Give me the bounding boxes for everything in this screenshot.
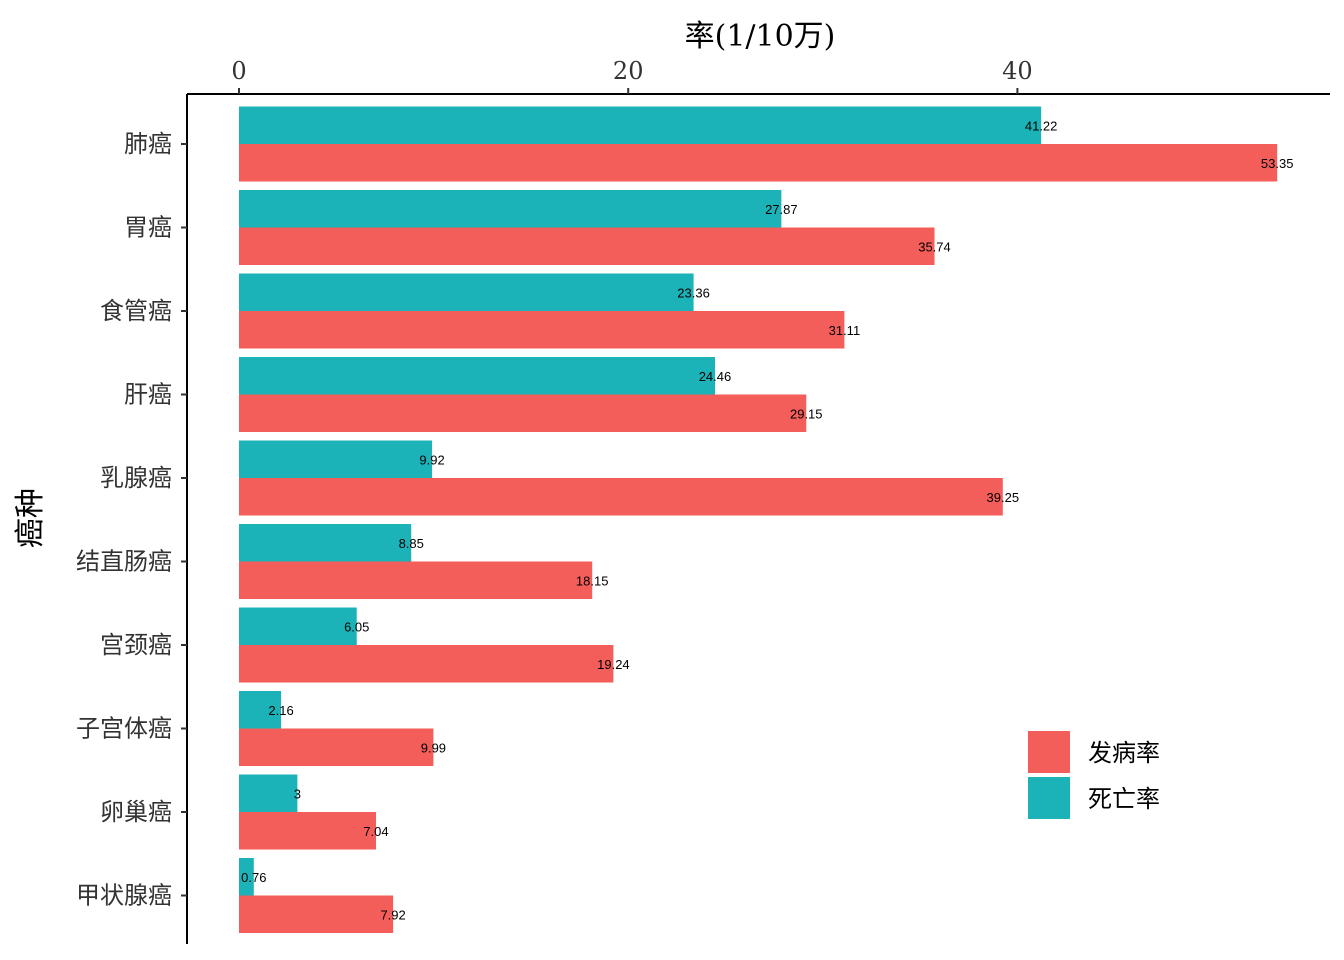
- bar-mortality: [239, 357, 715, 395]
- bar-value-label: 23.36: [677, 285, 710, 300]
- category-label: 卵巢癌: [100, 798, 172, 826]
- x-axis-title: 率(1/10万): [685, 19, 836, 54]
- bar-value-label: 35.74: [918, 239, 951, 254]
- bar-mortality: [239, 440, 433, 478]
- bar-value-label: 3: [294, 786, 301, 801]
- bar-labels-group: 41.22 27.87 23.36 24.46 9.92 8.85 6.05 2.16 3 0.7…: [241, 118, 1293, 922]
- category-label: 食管癌: [100, 297, 172, 325]
- category-label: 宫颈癌: [100, 631, 172, 659]
- bar-incidence: [239, 645, 614, 683]
- bar-mortality: [239, 524, 412, 562]
- bar-incidence: [239, 227, 935, 265]
- legend-label: 发病率: [1088, 739, 1160, 767]
- category-label: 甲状腺癌: [76, 882, 172, 910]
- y-axis-title: 癌种: [13, 488, 48, 548]
- bar-value-label: 8.85: [399, 536, 424, 551]
- bar-mortality: [239, 607, 357, 645]
- category-label: 子宫体癌: [76, 715, 172, 743]
- bar-incidence: [239, 895, 394, 933]
- bar-value-label: 29.15: [790, 406, 823, 421]
- x-tick-label: 20: [613, 57, 644, 85]
- category-label: 结直肠癌: [76, 548, 172, 576]
- bar-value-label: 6.05: [344, 619, 369, 634]
- legend-label: 死亡率: [1088, 785, 1160, 813]
- bar-mortality: [239, 858, 254, 896]
- bar-value-label: 9.92: [419, 452, 444, 467]
- bar-value-label: 0.76: [241, 870, 266, 885]
- bar-incidence: [239, 394, 807, 432]
- legend-swatch: [1028, 731, 1070, 773]
- category-label: 胃癌: [124, 214, 172, 242]
- bar-mortality: [239, 273, 694, 311]
- bar-incidence: [239, 311, 845, 349]
- x-tick-label: 40: [1002, 57, 1033, 85]
- bar-mortality: [239, 190, 782, 228]
- bar-mortality: [239, 774, 298, 812]
- bar-value-label: 7.04: [363, 824, 388, 839]
- bar-incidence: [239, 561, 593, 599]
- bar-value-label: 9.99: [421, 740, 446, 755]
- bar-value-label: 7.92: [380, 907, 405, 922]
- bar-value-label: 19.24: [597, 657, 630, 672]
- bar-value-label: 24.46: [699, 369, 732, 384]
- bar-value-label: 41.22: [1025, 118, 1058, 133]
- x-axis-ticks: 0 20 40: [231, 57, 1033, 94]
- bar-incidence: [239, 728, 434, 766]
- bar-value-label: 39.25: [987, 490, 1020, 505]
- category-label: 乳腺癌: [100, 464, 172, 492]
- bar-incidence: [239, 144, 1278, 182]
- category-label: 肝癌: [124, 381, 172, 409]
- bar-value-label: 27.87: [765, 202, 798, 217]
- bar-value-label: 18.15: [576, 573, 609, 588]
- bar-value-label: 53.35: [1261, 156, 1294, 171]
- legend-swatch: [1028, 777, 1070, 819]
- bar-mortality: [239, 106, 1042, 144]
- bar-incidence: [239, 812, 376, 850]
- category-label: 肺癌: [124, 130, 172, 158]
- x-tick-label: 0: [231, 57, 246, 85]
- bars-group: [239, 106, 1278, 933]
- bar-incidence: [239, 478, 1003, 516]
- bar-mortality: [239, 691, 282, 729]
- bar-value-label: 31.11: [829, 323, 861, 338]
- bar-value-label: 2.16: [268, 703, 293, 718]
